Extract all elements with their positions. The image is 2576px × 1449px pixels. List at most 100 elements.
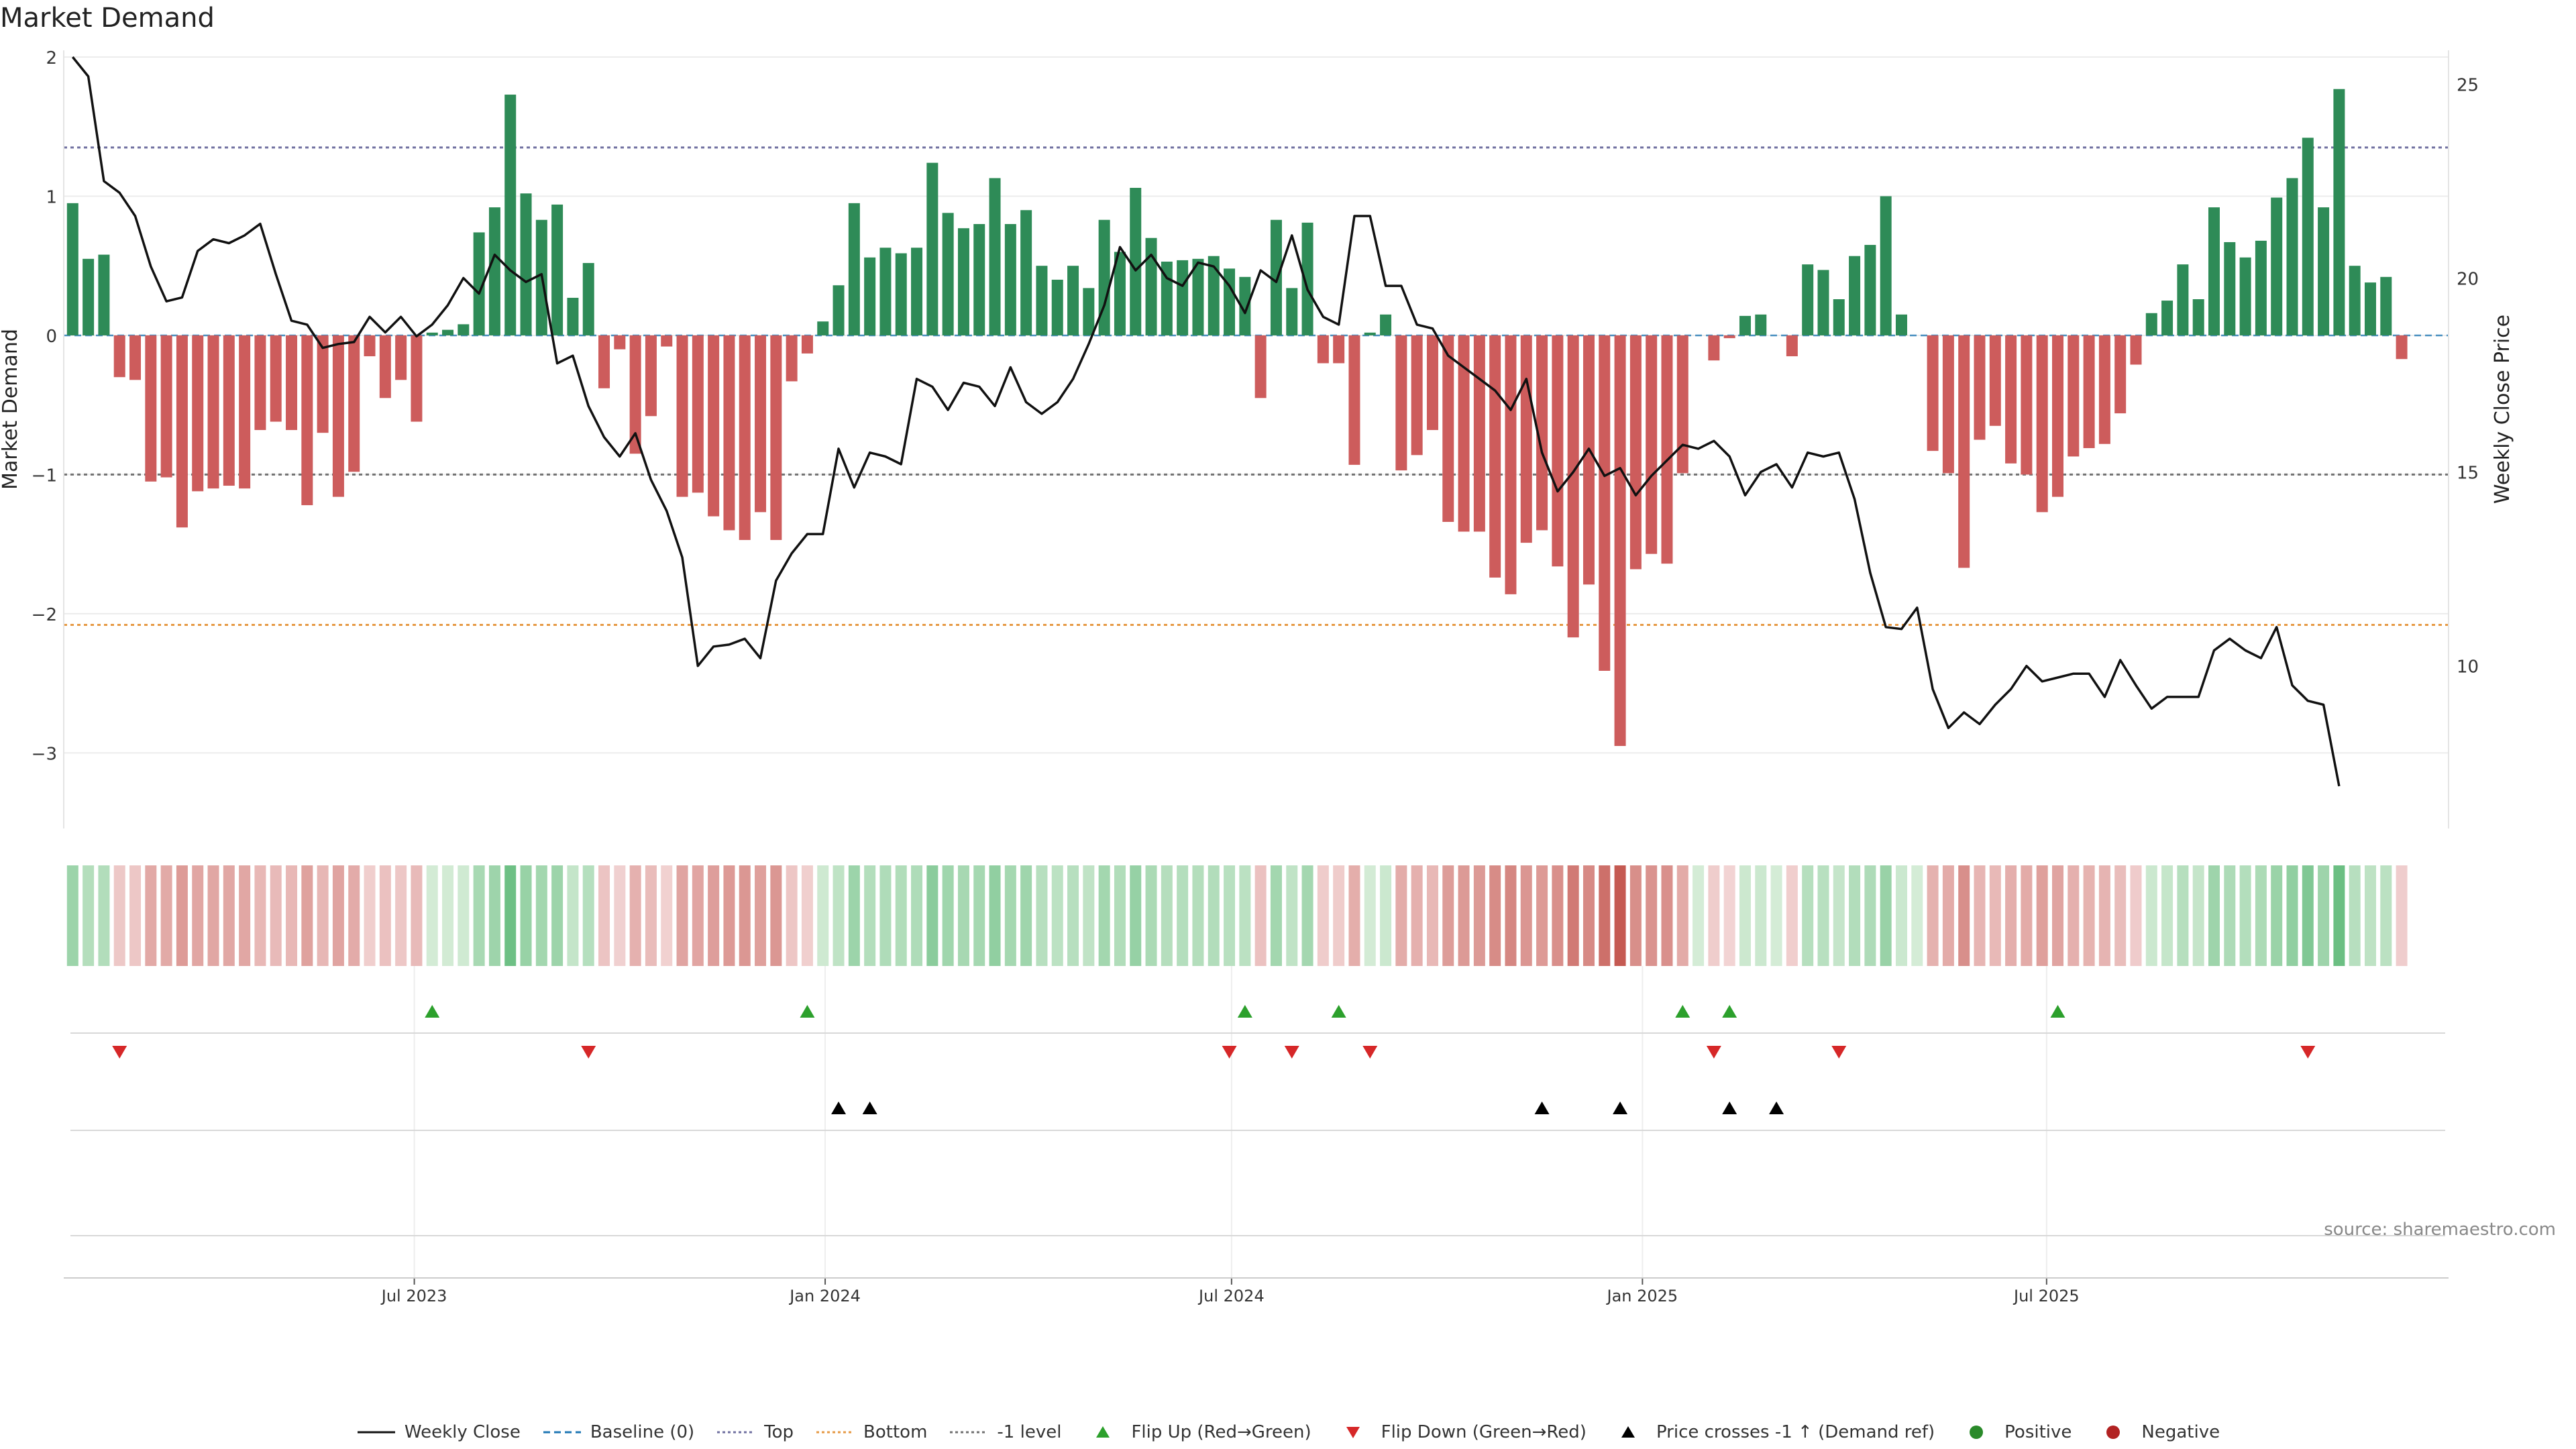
heat-cell: [942, 865, 954, 966]
heat-cell: [770, 865, 782, 966]
demand-bar: [1020, 210, 1032, 335]
demand-bar: [426, 332, 438, 335]
heat-cell: [911, 865, 923, 966]
legend-symbol: [1346, 1427, 1360, 1438]
demand-bar: [2286, 178, 2298, 335]
heat-cell: [1927, 865, 1939, 966]
heat-cell: [1849, 865, 1861, 966]
heat-cell: [364, 865, 376, 966]
demand-bar: [1270, 219, 1282, 335]
demand-bar: [1817, 270, 1829, 335]
heat-cell: [629, 865, 641, 966]
demand-bar: [1849, 256, 1861, 335]
heat-cell: [2051, 865, 2063, 966]
demand-bar: [270, 335, 282, 422]
demand-bar: [1723, 335, 1735, 339]
demand-bar: [348, 335, 360, 472]
heat-cell: [1989, 865, 2001, 966]
y-tick-label: −3: [32, 744, 57, 764]
demand-bar: [239, 335, 251, 489]
heat-cell: [2396, 865, 2408, 966]
demand-bar: [1661, 335, 1673, 564]
legend-item: Flip Up (Red→Green): [1083, 1422, 1311, 1442]
heat-cell: [1364, 865, 1376, 966]
heat-cell: [2239, 865, 2251, 966]
heat-cell: [1786, 865, 1798, 966]
legend-symbol: [543, 1431, 581, 1434]
heat-cell: [895, 865, 907, 966]
heat-cell: [645, 865, 657, 966]
demand-bar: [973, 223, 985, 335]
heat-cell: [535, 865, 547, 966]
heat-cell: [348, 865, 360, 966]
demand-bar: [395, 335, 407, 380]
heat-cell: [1458, 865, 1470, 966]
heat-cell: [2349, 865, 2361, 966]
heat-cell: [1864, 865, 1876, 966]
legend-item: Weekly Close: [356, 1422, 521, 1442]
heat-cell: [1348, 865, 1360, 966]
price-cross-marker: [1534, 1102, 1550, 1114]
heat-cell: [1473, 865, 1485, 966]
heat-cell: [1333, 865, 1345, 966]
demand-bar: [598, 335, 610, 388]
demand-bar: [1755, 314, 1767, 335]
heat-cell: [458, 865, 470, 966]
demand-bar: [411, 335, 423, 422]
legend-label: Positive: [2004, 1422, 2072, 1442]
heat-cell: [1646, 865, 1658, 966]
heat-cell: [1536, 865, 1548, 966]
legend-symbol: [1970, 1426, 1984, 1439]
heat-cell: [1974, 865, 1986, 966]
heat-cell: [66, 865, 78, 966]
heat-cell: [1161, 865, 1173, 966]
legend-label: -1 level: [997, 1422, 1062, 1442]
demand-bar: [1552, 335, 1564, 567]
legend-label: Top: [764, 1422, 794, 1442]
heat-cell: [1599, 865, 1611, 966]
heat-cell: [1770, 865, 1782, 966]
heat-cell: [1411, 865, 1423, 966]
demand-bar: [301, 335, 313, 506]
demand-bar: [2380, 276, 2392, 335]
demand-bar: [786, 335, 798, 382]
demand-bar: [98, 254, 110, 335]
demand-bar: [1676, 335, 1688, 474]
demand-bar: [2036, 335, 2048, 513]
demand-bars: [66, 89, 2408, 747]
demand-bar: [614, 335, 626, 350]
heat-cell: [192, 865, 204, 966]
y-tick-label: 1: [46, 187, 57, 207]
heat-cell: [301, 865, 313, 966]
demand-bar: [192, 335, 204, 492]
heat-cell: [520, 865, 532, 966]
demand-bar: [458, 324, 470, 335]
heat-cell: [1177, 865, 1189, 966]
heat-cell: [1895, 865, 1907, 966]
heat-cell: [1520, 865, 1532, 966]
demand-bar: [755, 335, 767, 513]
heat-cell: [2005, 865, 2017, 966]
demand-bar: [2271, 197, 2283, 335]
flip-down-marker: [1284, 1046, 1299, 1059]
demand-bar: [1489, 335, 1501, 578]
heat-cell: [582, 865, 594, 966]
demand-bar: [1083, 288, 1095, 335]
demand-bar: [879, 248, 892, 335]
legend-label: Flip Up (Red→Green): [1131, 1422, 1311, 1442]
flip-up-marker: [1331, 1005, 1346, 1018]
heat-cell: [395, 865, 407, 966]
heat-cell: [1755, 865, 1767, 966]
heat-cell: [1880, 865, 1892, 966]
demand-bar: [1958, 335, 1970, 568]
demand-bar: [1114, 252, 1126, 335]
demand-bar: [1505, 335, 1517, 594]
demand-bar: [2051, 335, 2063, 497]
heat-cell: [1224, 865, 1236, 966]
demand-bar: [629, 335, 641, 454]
heat-cell: [254, 865, 266, 966]
demand-bar: [1192, 258, 1204, 335]
demand-bar: [317, 335, 329, 433]
y2-tick-label: 20: [2457, 270, 2479, 290]
heat-cell: [270, 865, 282, 966]
